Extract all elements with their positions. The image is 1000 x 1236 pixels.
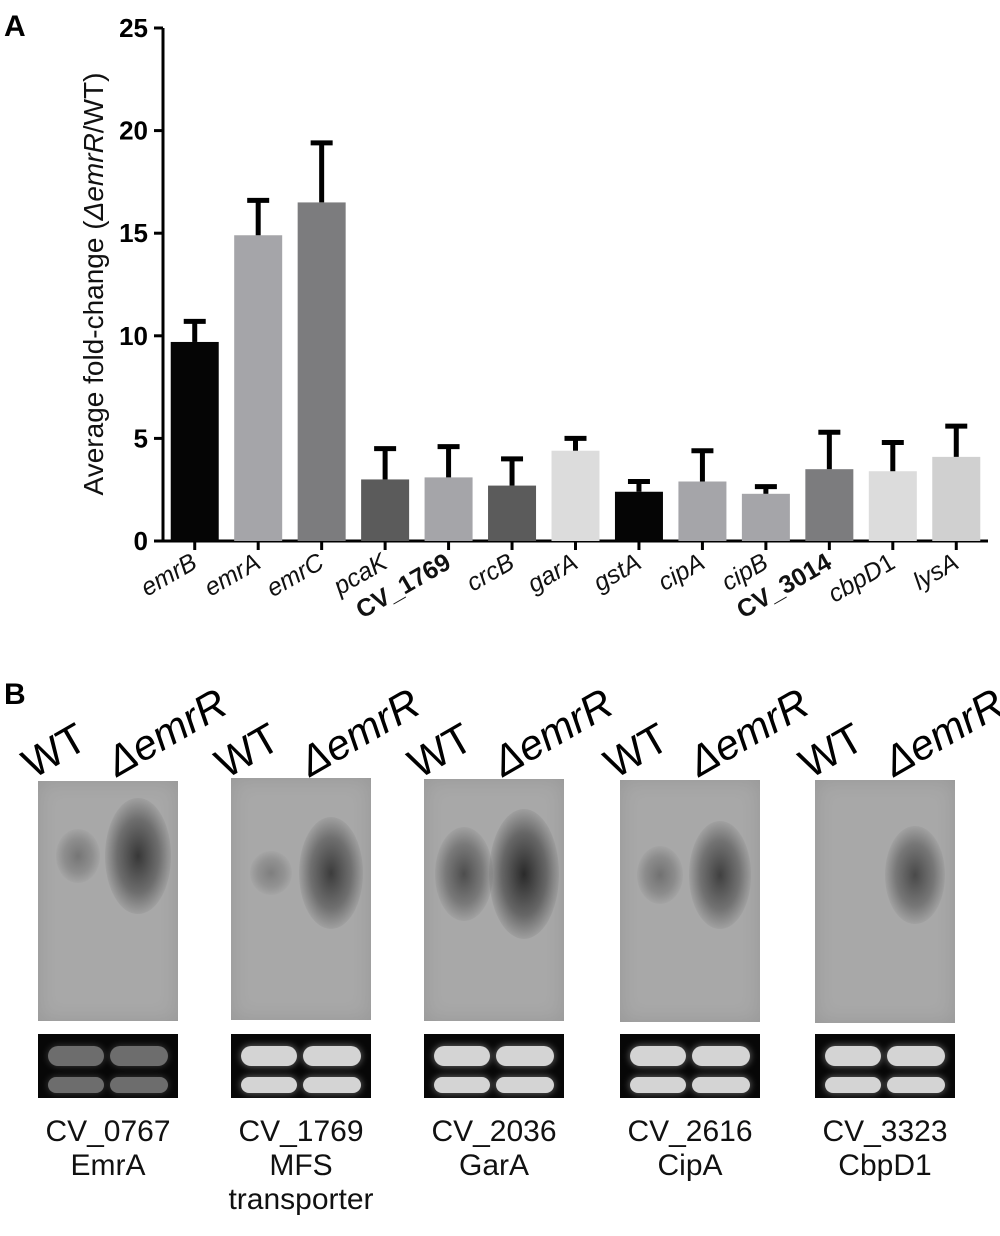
- x-tick-label-emrA: emrA: [199, 548, 265, 602]
- x-tick-label-lysA: lysA: [908, 548, 963, 596]
- rrna-band: [825, 1077, 881, 1093]
- x-tick-label-emrC: emrC: [262, 547, 330, 602]
- rrna-band: [496, 1046, 554, 1066]
- rrna-band: [496, 1077, 554, 1093]
- rrna-band: [825, 1046, 881, 1066]
- bar-lysA: [932, 456, 981, 541]
- rrna-band: [692, 1046, 750, 1066]
- rrna-band: [630, 1077, 686, 1093]
- x-tick-label-crcB: crcB: [462, 548, 519, 597]
- band-wt: [637, 846, 683, 904]
- rrna-loading-control: [38, 1034, 178, 1098]
- rrna-band: [110, 1077, 168, 1093]
- band-mutant: [299, 817, 363, 929]
- blot-caption-line: CV_3323: [822, 1115, 948, 1148]
- x-tick-label-cbpD1: cbpD1: [823, 548, 900, 608]
- blot-5: WT ΔemrR CV_3323 CbpD1: [791, 679, 1000, 1230]
- bar-crcB: [488, 485, 537, 541]
- rrna-band: [692, 1077, 750, 1093]
- x-tick-label-gstA: gstA: [589, 548, 646, 597]
- northern-blot-image: [231, 778, 371, 1020]
- rrna-band: [887, 1046, 945, 1066]
- rrna-band: [887, 1077, 945, 1093]
- band-mutant: [688, 821, 752, 929]
- band-mutant: [885, 825, 945, 925]
- band-wt: [55, 829, 101, 883]
- rrna-band: [110, 1046, 168, 1066]
- y-tick-label: 10: [119, 321, 148, 351]
- blot-caption-line: CV_1769: [238, 1115, 364, 1148]
- panel-b-label: B: [4, 678, 26, 711]
- blot-caption-line: MFS: [269, 1149, 333, 1182]
- rrna-band: [241, 1046, 297, 1066]
- y-tick-label: 15: [119, 218, 148, 248]
- rrna-band: [48, 1077, 104, 1093]
- bar-CV_3014: [805, 469, 854, 541]
- bar-pcaK: [361, 479, 410, 541]
- blot-caption-line: EmrA: [70, 1149, 146, 1182]
- lane-label-mutant: ΔemrR: [98, 679, 235, 786]
- band-wt: [435, 827, 493, 921]
- x-tick-label-garA: garA: [523, 548, 583, 599]
- rrna-band: [48, 1046, 104, 1066]
- rrna-loading-control: [231, 1034, 371, 1098]
- lane-label-mutant: ΔemrR: [291, 679, 428, 786]
- rrna-band: [303, 1077, 361, 1093]
- northern-blot-image: [815, 780, 955, 1023]
- lane-label-mutant: ΔemrR: [875, 679, 1000, 786]
- blot-caption: CV_3323 CbpD1: [805, 1115, 965, 1183]
- blot-3: WT ΔemrR CV_2036 GarA: [400, 679, 621, 1230]
- rrna-band: [434, 1077, 490, 1093]
- bar-cbpD1: [868, 471, 917, 541]
- blot-caption: CV_0767 EmrA: [28, 1115, 188, 1183]
- blot-caption-line: transporter: [228, 1183, 374, 1216]
- band-mutant: [105, 797, 171, 915]
- rrna-loading-control: [815, 1034, 955, 1098]
- rrna-band: [630, 1046, 686, 1066]
- blot-caption: CV_1769 MFS transporter: [221, 1115, 381, 1217]
- band-wt: [250, 850, 292, 896]
- rrna-loading-control: [424, 1034, 564, 1098]
- y-axis-label: Average fold-change (ΔemrR/WT): [78, 73, 109, 496]
- blot-caption-line: CipA: [657, 1149, 723, 1182]
- blot-2: WT ΔemrR CV_1769 MFS transporter: [207, 679, 428, 1230]
- bar-CV_1769: [424, 477, 473, 541]
- rrna-loading-control: [620, 1034, 760, 1098]
- bar-emrA: [234, 235, 283, 541]
- x-tick-label-emrB: emrB: [136, 548, 202, 602]
- y-tick-label: 25: [119, 13, 148, 43]
- bar-emrB: [170, 341, 219, 541]
- lane-label-wt: WT: [14, 713, 95, 788]
- rrna-band: [241, 1077, 297, 1093]
- bar-cipB: [741, 493, 790, 541]
- blot-caption-line: GarA: [458, 1149, 530, 1182]
- rrna-band: [303, 1046, 361, 1066]
- panel-a-label: A: [4, 10, 26, 43]
- bar-cipA: [678, 481, 727, 541]
- bar-emrC: [297, 202, 346, 542]
- y-tick-label: 20: [119, 116, 148, 146]
- northern-blot-image: [424, 779, 564, 1021]
- blot-caption-line: CV_0767: [45, 1115, 171, 1148]
- band-mutant: [489, 809, 559, 939]
- rrna-band: [434, 1046, 490, 1066]
- x-tick-label-cipA: cipA: [653, 548, 709, 597]
- blot-1: WT ΔemrR CV_0767 EmrA: [14, 679, 235, 1230]
- bar-gstA: [614, 491, 663, 541]
- bar-garA: [551, 450, 600, 541]
- northern-blot-image: [620, 780, 760, 1022]
- y-tick-label: 0: [134, 526, 148, 556]
- y-tick-label: 5: [134, 423, 148, 453]
- blot-4: WT ΔemrR CV_2616 CipA: [596, 679, 817, 1230]
- blot-caption-line: CbpD1: [838, 1149, 932, 1182]
- blot-caption: CV_2616 CipA: [610, 1115, 770, 1183]
- northern-blot-image: [38, 781, 178, 1021]
- lane-label-mutant: ΔemrR: [680, 679, 817, 786]
- bar-chart: 0 5 10 15 20 25 Average fold-change (ΔemrR/WT)…: [78, 13, 988, 624]
- blot-caption: CV_2036 GarA: [414, 1115, 574, 1183]
- blot-caption-line: CV_2036: [431, 1115, 557, 1148]
- blot-caption-line: CV_2616: [627, 1115, 753, 1148]
- lane-label-mutant: ΔemrR: [484, 679, 621, 786]
